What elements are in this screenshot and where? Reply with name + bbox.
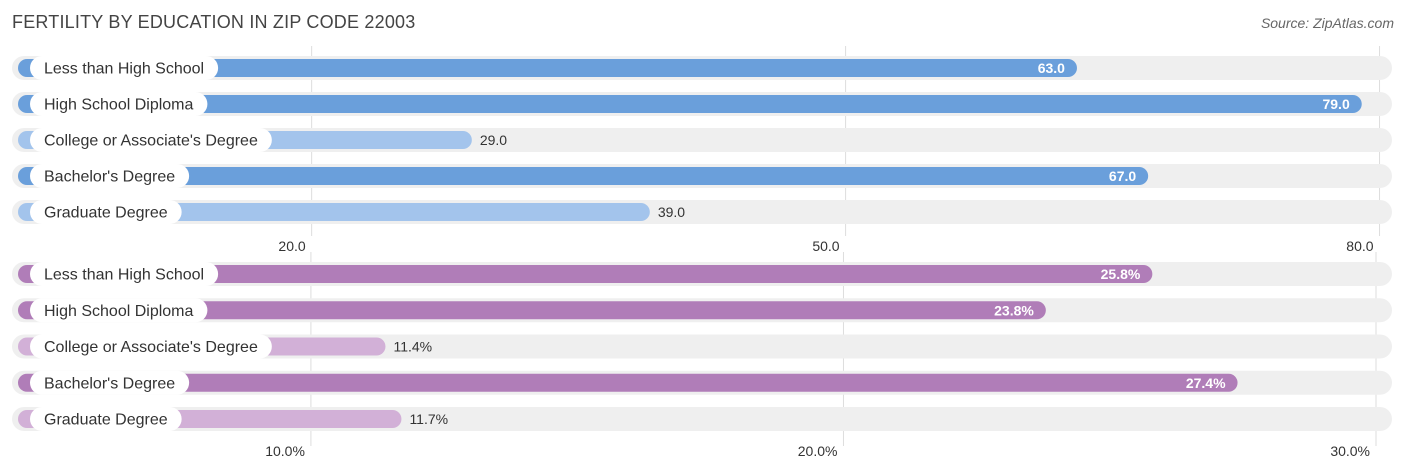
category-label-pill xyxy=(30,200,182,224)
category-label-pill xyxy=(30,262,219,286)
bar xyxy=(18,265,1153,283)
category-label: Graduate Degree xyxy=(44,205,168,222)
value-label: 11.4% xyxy=(393,339,432,355)
tick-label: 20.0% xyxy=(798,443,838,459)
bar xyxy=(18,373,1238,392)
bar xyxy=(18,95,1362,113)
value-label: 25.8% xyxy=(1101,266,1141,282)
category-label: High School Diploma xyxy=(44,303,194,320)
tick-label: 20.0 xyxy=(278,238,305,254)
source-label: Source: ZipAtlas.com xyxy=(1260,15,1394,31)
value-label: 27.4% xyxy=(1186,375,1226,391)
category-label-pill xyxy=(30,164,190,188)
value-label: 63.0 xyxy=(1038,60,1065,76)
category-label-pill xyxy=(30,370,190,395)
category-label: High School Diploma xyxy=(44,97,194,114)
bar xyxy=(18,59,1077,77)
bar xyxy=(18,167,1149,185)
tick-label: 50.0 xyxy=(812,238,839,254)
tick-label: 30.0% xyxy=(1330,443,1370,459)
category-label-pill xyxy=(30,92,208,116)
category-label: Graduate Degree xyxy=(44,412,168,429)
category-label-pill xyxy=(30,56,219,80)
category-label: College or Associate's Degree xyxy=(44,339,258,356)
category-label: Less than High School xyxy=(44,267,204,284)
bar xyxy=(18,301,1046,320)
value-label: 39.0 xyxy=(658,204,685,220)
tick-label: 10.0% xyxy=(265,443,305,459)
value-label: 79.0 xyxy=(1322,96,1349,112)
value-label: 67.0 xyxy=(1109,168,1136,184)
value-label: 11.7% xyxy=(409,411,448,427)
category-label-pill xyxy=(30,298,208,323)
category-label: Less than High School xyxy=(44,61,204,78)
value-label: 29.0 xyxy=(480,132,507,148)
category-label: Bachelor's Degree xyxy=(44,375,175,392)
category-label-pill xyxy=(30,128,272,152)
tick-label: 80.0 xyxy=(1346,238,1373,254)
category-label: Bachelor's Degree xyxy=(44,169,175,186)
category-label-pill xyxy=(30,334,272,359)
chart-title: FERTILITY BY EDUCATION IN ZIP CODE 22003 xyxy=(12,12,416,32)
category-label: College or Associate's Degree xyxy=(44,133,258,150)
category-label-pill xyxy=(30,407,182,431)
value-label: 23.8% xyxy=(994,302,1034,318)
